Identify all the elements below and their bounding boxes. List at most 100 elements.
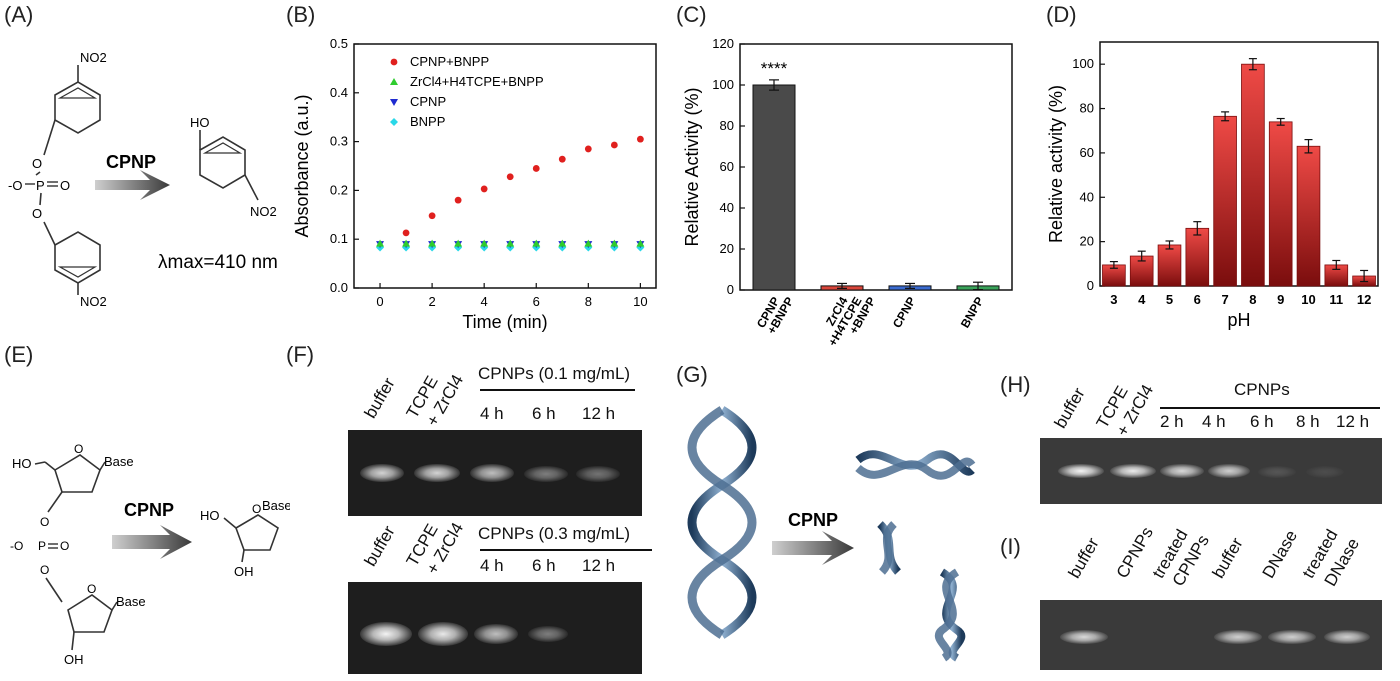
bar (1185, 227, 1210, 287)
gel-band (1058, 464, 1104, 478)
x-tick-label: 3 (1110, 292, 1117, 307)
x-tick-label: 0 (376, 294, 383, 309)
f-top-gel (348, 430, 642, 516)
legend-marker (390, 58, 398, 66)
f-top-time-1: 4 h (480, 404, 504, 423)
y-tick-label: 60 (720, 159, 734, 174)
panel-f-label: (F) (286, 342, 315, 367)
h-lane-buffer: buffer (1050, 384, 1089, 432)
bar (1241, 63, 1265, 287)
data-point (480, 185, 488, 193)
ph-activity-chart: 0 20 40 60 80 100 Relative activity (%) 3 4 5 6 7 8 9… (1046, 41, 1379, 330)
y-tick-label: 0.1 (330, 231, 348, 246)
svg-text:O: O (32, 206, 42, 221)
panel-g-label: (G) (676, 362, 708, 387)
h-time-2: 4 h (1202, 412, 1226, 431)
reaction-arrow-a (95, 170, 170, 200)
data-point (402, 239, 411, 247)
relative-activity-chart: 0 20 40 60 80 100 120 Relative Activity (%) CPNP… (682, 36, 1013, 349)
no2-bottom-label: NO2 (80, 294, 107, 309)
e-ho-label: HO (12, 456, 32, 471)
x-tick-label: 10 (1301, 292, 1315, 307)
panel-c-label: (C) (676, 2, 707, 27)
lambda-max-label: λmax=410 nm (158, 252, 278, 273)
y-tick-label: 0.2 (330, 182, 348, 197)
data-point (636, 239, 645, 247)
data-point (610, 239, 619, 247)
h-group-line (1160, 407, 1380, 409)
x-tick-label: 9 (1277, 292, 1284, 307)
panel-h: (H) buffer TCPE + ZrCl4 CPNPs 2 h 4 h 6 … (996, 340, 1400, 510)
dna-cleavage-illustration: CPNP (687, 406, 976, 662)
y-tick-label: 120 (712, 36, 734, 51)
i-lane-1: buffer (1064, 534, 1103, 582)
panel-b: (B) 0.0 0.1 0.2 0.3 0.4 0.5 0 2 4 6 8 10 Time (min) A… (282, 0, 672, 340)
legend-marker (390, 118, 398, 126)
gel-band (1060, 630, 1108, 644)
panel-e-label: (E) (4, 342, 34, 367)
dna-fragment-icon (877, 521, 902, 575)
x-tick-label: 7 (1221, 292, 1228, 307)
panel-a-arrow-label: CPNP (106, 152, 156, 172)
data-point (402, 229, 410, 237)
phosphate-p: P (36, 178, 45, 193)
data-point (558, 155, 566, 163)
svg-text:O: O (252, 502, 261, 516)
data-point (532, 239, 541, 247)
panel-g: (G) CPNP (672, 340, 992, 676)
x-tick-label: 4 (1138, 292, 1146, 307)
data-point (376, 239, 385, 247)
panel-b-label: (B) (286, 2, 316, 27)
product-oh-label: HO (190, 115, 210, 130)
y-tick-label: 20 (1080, 234, 1094, 249)
y-tick-label: 80 (720, 118, 734, 133)
f-bottom-group-line (480, 549, 652, 551)
x-tick-label: 11 (1329, 292, 1343, 307)
svg-text:O: O (74, 442, 83, 456)
bar (752, 84, 796, 291)
y-tick-label: 100 (712, 77, 734, 92)
h-gel (1040, 438, 1382, 504)
x-tick-label: 4 (481, 294, 488, 309)
intact-dna-helix-icon (687, 406, 757, 639)
x-tick-label: 10 (633, 294, 647, 309)
dna-hydrolysis-scheme: O HO Base O -O P O O O Base OH CPNP O HO… (10, 442, 292, 667)
h-time-1: 2 h (1160, 412, 1184, 431)
y-axis-title: Relative activity (%) (1046, 85, 1066, 243)
y-tick-label: 0.5 (330, 36, 348, 51)
svg-text:O: O (40, 515, 49, 529)
panel-i: (I) buffer CPNPs treated CPNPs buffer DN… (996, 510, 1400, 676)
dna-fragment-icon (935, 568, 966, 662)
gel-band (1324, 630, 1370, 644)
f-bottom-time-3: 12 h (582, 556, 616, 575)
data-point (584, 145, 592, 153)
panel-c: (C) 0 20 40 60 80 100 120 Relative Activity (%)… (672, 0, 1032, 400)
panel-e: (E) O HO Base O -O P O O O Base OH CPNP … (0, 340, 292, 676)
gel-band (528, 626, 568, 642)
panel-d-label: (D) (1046, 2, 1077, 27)
f-top-time-2: 6 h (532, 404, 556, 423)
legend-label: CPNP+BNPP (410, 54, 489, 69)
f-top-group-line (480, 389, 635, 391)
x-tick-label: 2 (428, 294, 435, 309)
y-tick-label: 100 (1072, 56, 1094, 71)
bar (1213, 115, 1237, 287)
y-tick-label: 0.4 (330, 85, 348, 100)
f-bottom-group-title: CPNPs (0.3 mg/mL) (478, 524, 631, 543)
f-top-lane-buffer: buffer (360, 374, 399, 422)
gel-band (1306, 466, 1344, 478)
reaction-arrow-g (772, 531, 854, 565)
svg-text:O: O (87, 582, 96, 596)
svg-text:-O: -O (10, 539, 23, 553)
y-tick-label: 0.3 (330, 134, 348, 149)
legend-label: BNPP (410, 114, 445, 129)
plot-frame (353, 43, 657, 289)
x-tick-label: BNPP (958, 295, 987, 331)
x-tick-label: 6 (533, 294, 540, 309)
gel-band (524, 466, 568, 482)
e-base-bottom: Base (116, 594, 146, 609)
gel-band (1214, 630, 1262, 644)
legend-label: ZrCl4+H4TCPE+BNPP (410, 74, 544, 89)
data-point (558, 239, 567, 247)
significance-label: **** (761, 59, 788, 78)
